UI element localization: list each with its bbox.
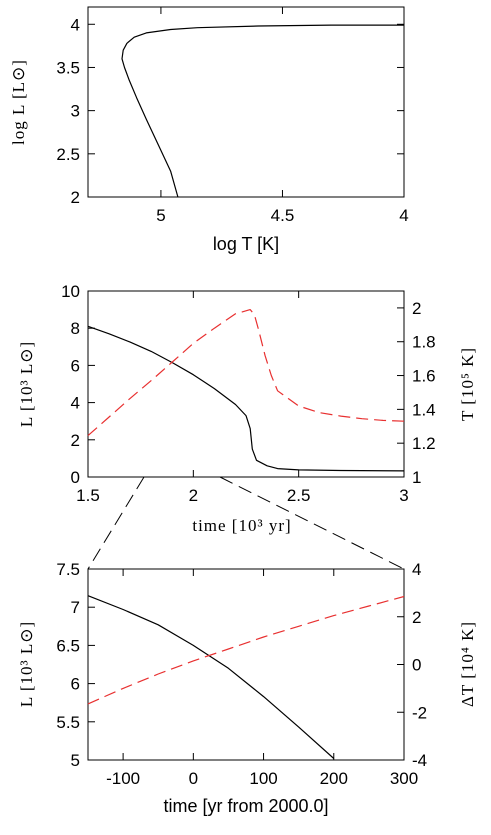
series-line-solid <box>87 325 405 472</box>
panel-2-ylabel-right: T [10⁵ K] <box>458 347 477 421</box>
zoom-line-left <box>87 476 145 570</box>
y-right-tick-label: 1.4 <box>412 400 436 419</box>
panel-3-ticks: -100 0 100 200 300 5 5.5 6 6.5 7 7.5 -4 -2 0 2 4 <box>56 560 427 788</box>
y-tick-label: 4 <box>71 394 80 413</box>
y-tick-label: 7.5 <box>56 560 80 579</box>
y-tick-label: 10 <box>61 282 80 301</box>
series-line-solid <box>87 595 335 759</box>
panel-2-frame <box>87 290 405 478</box>
panel-2-ticks: 1.5 2 2.5 3 0 2 4 6 8 10 1 1.2 1.4 1.6 1.8 2 <box>61 282 436 505</box>
y-tick-label: 0 <box>71 468 80 487</box>
x-tick-label: 2.5 <box>287 486 311 505</box>
x-tick-label: 100 <box>249 769 277 788</box>
panel-zoom: -100 0 100 200 300 5 5.5 6 6.5 7 7.5 -4 -2 0 2 4 time [… <box>17 560 477 816</box>
y-tick-label: 2.5 <box>56 145 80 164</box>
panel-2-series <box>87 309 405 472</box>
panel-3-ylabel-right: ΔT [10⁴ K] <box>458 621 477 707</box>
y-tick-label: 2 <box>71 431 80 450</box>
x-tick-label: -100 <box>106 769 140 788</box>
series-line-dashed <box>87 309 405 437</box>
panel-3-xlabel: time [yr from 2000.0] <box>163 796 328 816</box>
y-tick-label: 7 <box>71 598 80 617</box>
panel-3-frame <box>87 568 405 761</box>
y-right-tick-label: 1.6 <box>412 367 436 386</box>
y-tick-label: 4 <box>71 15 80 34</box>
y-tick-label: 3 <box>71 102 80 121</box>
y-right-tick-label: 2 <box>412 608 421 627</box>
panel-1-series <box>121 24 404 198</box>
panel-3-ylabel: L [10³ L⊙] <box>17 621 36 707</box>
y-tick-label: 6 <box>71 675 80 694</box>
y-tick-label: 6.5 <box>56 636 80 655</box>
y-tick-label: 5 <box>71 751 80 770</box>
x-tick-label: 1.5 <box>76 486 100 505</box>
panel-1-frame <box>87 6 405 198</box>
y-tick-label: 6 <box>71 356 80 375</box>
panel-1-ticks: 5 4.5 4 2 2.5 3 3.5 4 <box>56 7 409 225</box>
panel-2-ylabel: L [10³ L⊙] <box>17 341 36 427</box>
y-right-tick-label: 1 <box>412 468 421 487</box>
series-line-dashed <box>87 595 405 705</box>
zoom-line-right <box>219 476 405 570</box>
x-tick-label: 200 <box>320 769 348 788</box>
y-right-tick-label: 1.2 <box>412 434 436 453</box>
x-tick-label: 4.5 <box>271 206 295 225</box>
panel-2-xlabel: time [10³ yr] <box>192 516 291 535</box>
panel-1-xlabel: log T [K] <box>213 234 279 254</box>
panel-3-series <box>87 595 405 759</box>
x-tick-label: 2 <box>189 486 198 505</box>
x-tick-label: 4 <box>399 206 408 225</box>
x-tick-label: 0 <box>189 769 198 788</box>
y-tick-label: 5.5 <box>56 713 80 732</box>
series-line-solid <box>121 24 404 198</box>
x-tick-label: 300 <box>390 769 418 788</box>
y-right-tick-label: 2 <box>412 299 421 318</box>
zoom-connector-lines <box>87 476 405 570</box>
panel-hr-diagram: 5 4.5 4 2 2.5 3 3.5 4 log T [K] log L [L⊙] <box>9 6 409 254</box>
panel-light-curve: 1.5 2 2.5 3 0 2 4 6 8 10 1 1.2 1.4 1.6 1.8 2 time [10³ … <box>17 282 477 535</box>
x-tick-label: 3 <box>399 486 408 505</box>
panel-1-ylabel: log L [L⊙] <box>9 59 28 145</box>
y-right-tick-label: 1.8 <box>412 333 436 352</box>
y-tick-label: 2 <box>71 188 80 207</box>
y-tick-label: 8 <box>71 319 80 338</box>
y-right-tick-label: 4 <box>412 560 421 579</box>
y-right-tick-label: 0 <box>412 656 421 675</box>
y-right-tick-label: -4 <box>412 751 427 770</box>
y-right-tick-label: -2 <box>412 703 427 722</box>
x-tick-label: 5 <box>156 206 165 225</box>
y-tick-label: 3.5 <box>56 58 80 77</box>
